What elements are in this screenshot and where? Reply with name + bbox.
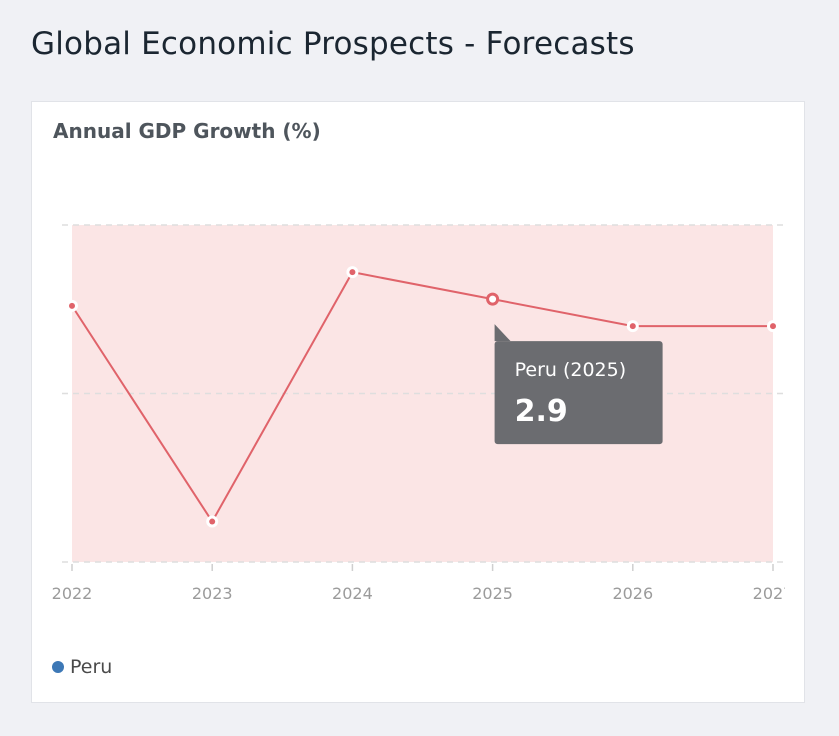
tooltip-pointer xyxy=(494,324,511,342)
x-tick-label: 2023 xyxy=(192,584,233,603)
data-point[interactable] xyxy=(349,269,356,276)
x-tick-label: 2025 xyxy=(472,584,513,603)
data-point[interactable] xyxy=(209,518,216,525)
chart-title: Annual GDP Growth (%) xyxy=(53,119,321,143)
x-tick-label: 2026 xyxy=(612,584,653,603)
x-tick-label: 2022 xyxy=(52,584,93,603)
tooltip xyxy=(494,341,663,445)
data-point-active[interactable] xyxy=(486,292,500,306)
series-line-peru xyxy=(71,271,773,524)
tooltip-value: 2.9 xyxy=(515,394,568,429)
legend-label: Peru xyxy=(70,656,113,678)
x-tick-label: 2027 xyxy=(753,584,794,603)
data-point[interactable] xyxy=(629,323,636,330)
tooltip-label: Peru (2025) xyxy=(515,359,627,381)
page-title: Global Economic Prospects - Forecasts xyxy=(31,26,635,62)
data-point[interactable] xyxy=(770,323,776,330)
legend-item-peru[interactable]: Peru xyxy=(52,656,112,678)
legend-dot xyxy=(52,661,64,673)
data-point[interactable] xyxy=(69,302,75,309)
x-tick-label: 2024 xyxy=(332,584,373,603)
